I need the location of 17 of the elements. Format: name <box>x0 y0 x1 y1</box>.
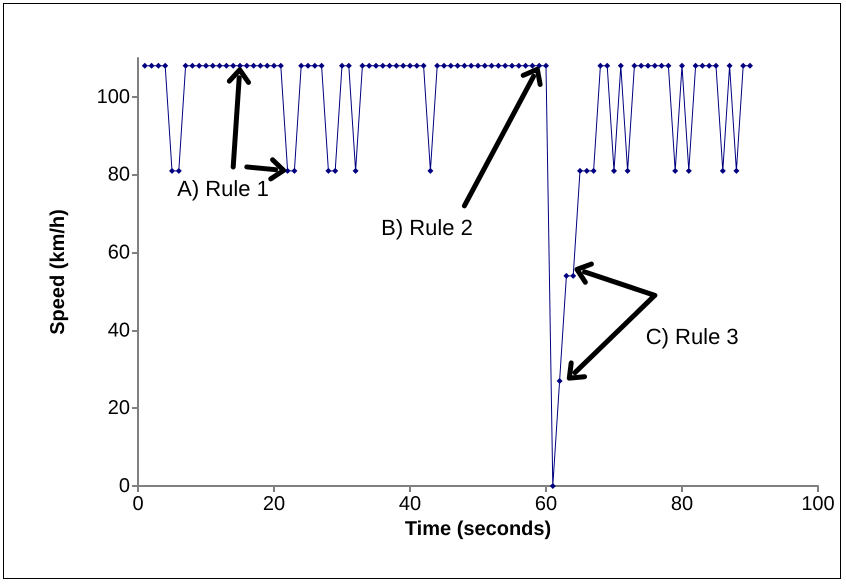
y-axis-title: Speed (km/h) <box>47 209 69 335</box>
x-tick-label: 40 <box>398 493 422 515</box>
y-tick-label: 40 <box>108 319 130 342</box>
annotation: B) Rule 2 <box>381 215 473 240</box>
x-tick-label: 60 <box>534 493 558 515</box>
annotation: A) Rule 1 <box>177 176 269 202</box>
y-tick-label: 60 <box>108 242 130 264</box>
x-tick-label: 80 <box>670 493 694 515</box>
x-tick-label: 20 <box>262 493 286 515</box>
y-tick-label: 100 <box>96 86 130 108</box>
y-tick-label: 0 <box>118 475 130 497</box>
y-tick-label: 80 <box>108 164 130 186</box>
annotation: C) Rule 3 <box>646 324 739 349</box>
x-tick-label: 0 <box>132 493 144 515</box>
x-tick-label: 100 <box>801 493 835 515</box>
y-tick-label: 20 <box>108 397 130 420</box>
x-axis-title: Time (seconds) <box>404 518 552 540</box>
